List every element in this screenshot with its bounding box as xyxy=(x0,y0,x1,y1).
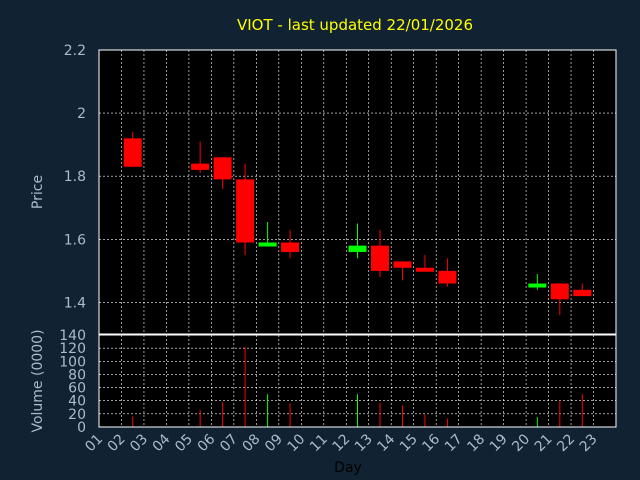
volume-tick-label: 80 xyxy=(68,367,86,383)
candle-body xyxy=(258,242,277,247)
volume-bars xyxy=(132,346,583,427)
volume-tick-label: 140 xyxy=(59,328,86,344)
price-tick-label: 1.8 xyxy=(64,169,86,185)
volume-tick-label: 60 xyxy=(68,381,86,397)
candle-body xyxy=(213,157,232,180)
candle-body xyxy=(348,245,367,252)
volume-tick-label: 20 xyxy=(68,407,86,423)
volume-axis-label: Volume (0000) xyxy=(30,329,46,432)
chart-title: VIOT - last updated 22/01/2026 xyxy=(237,16,473,34)
candle-body xyxy=(191,163,210,170)
price-axis-label: Price xyxy=(30,175,46,209)
price-tick-label: 2.2 xyxy=(64,43,86,59)
candle-body xyxy=(415,267,434,272)
volume-tick-label: 120 xyxy=(59,341,86,357)
candle-body xyxy=(123,138,142,167)
price-panel-plot-area xyxy=(99,50,616,334)
candle-body xyxy=(393,261,412,268)
candle-body xyxy=(573,289,592,297)
price-tick-label: 2 xyxy=(77,106,86,122)
candle-body xyxy=(528,283,547,288)
price-tick-label: 1.6 xyxy=(64,232,86,248)
volume-tick-label: 0 xyxy=(77,420,86,436)
candle-body xyxy=(438,270,457,284)
candles xyxy=(123,132,592,316)
price-tick-label: 1.4 xyxy=(64,295,86,311)
volume-tick-label: 100 xyxy=(59,354,86,370)
price-panel-border xyxy=(98,49,617,335)
volume-panel-border xyxy=(98,334,617,428)
candle-body xyxy=(370,245,389,271)
candle-body xyxy=(236,179,255,243)
volume-tick-label: 40 xyxy=(68,394,86,410)
x-axis-label: Day xyxy=(334,460,362,476)
candle-body xyxy=(281,242,300,252)
candle-body xyxy=(550,283,569,300)
